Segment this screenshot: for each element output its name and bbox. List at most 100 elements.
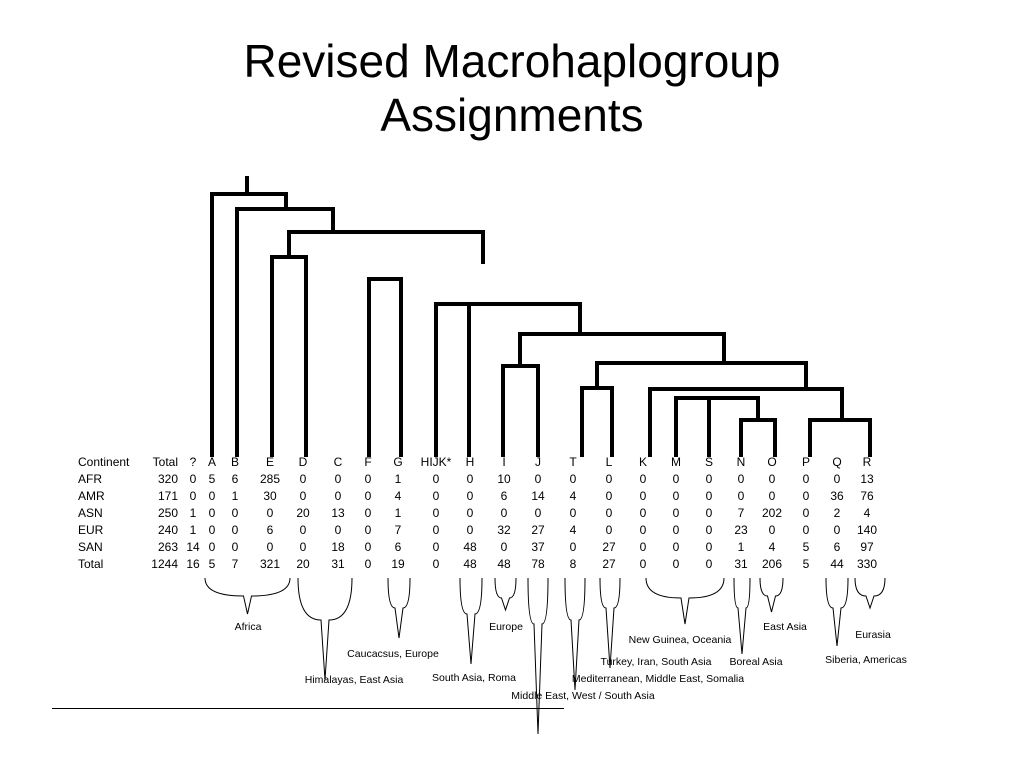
table-cell: 0	[672, 506, 680, 520]
region-label-eurasia: Eurasia	[855, 629, 891, 641]
table-cell: 6	[394, 540, 402, 554]
table-cell: 0	[802, 506, 810, 520]
table-cell: 0	[833, 523, 841, 537]
table-cell: 0	[231, 540, 239, 554]
table-cell: 6	[833, 540, 841, 554]
table-cell: 0	[705, 557, 713, 571]
region-bracket-eurasia	[854, 577, 886, 610]
table-cell: 0	[208, 523, 216, 537]
table-cell: 0	[189, 472, 197, 486]
table-cell: 0	[768, 472, 776, 486]
table-cell: 0	[833, 472, 841, 486]
table-cell: 0	[266, 540, 274, 554]
table-cell: 1	[189, 506, 197, 520]
table-cell: 48	[463, 557, 477, 571]
table-cell: 206	[761, 557, 783, 571]
table-header-cell: B	[230, 455, 240, 469]
region-label-boreal: Boreal Asia	[729, 656, 783, 668]
table-cell: 0	[466, 523, 474, 537]
table-cell: 44	[830, 557, 844, 571]
region-label-south-asia: South Asia, Roma	[431, 672, 517, 684]
region-label-east-asia: East Asia	[763, 621, 807, 633]
table-cell: 263	[157, 540, 178, 554]
region-bracket-new-guinea	[645, 577, 725, 625]
table-cell: 0	[364, 506, 372, 520]
table-cell: 0	[466, 472, 474, 486]
table-cell: 0	[639, 557, 647, 571]
table-cell: 0	[672, 523, 680, 537]
page-title: Revised Macrohaplogroup Assignments	[0, 34, 1024, 142]
table-cell: 0	[299, 523, 307, 537]
table-cell: 0	[605, 523, 613, 537]
table-cell: 5	[802, 540, 810, 554]
table-cell: 4	[569, 489, 577, 503]
row-label: EUR	[78, 523, 104, 537]
table-header-cell: O	[767, 455, 777, 469]
region-bracket-turkey	[564, 577, 586, 691]
table-cell: 4	[569, 523, 577, 537]
table-cell: 97	[860, 540, 874, 554]
region-bracket-africa	[204, 577, 291, 615]
table-header-cell: F	[364, 455, 372, 469]
table-header-cell: I	[502, 455, 506, 469]
table-cell: 0	[639, 489, 647, 503]
table-cell: 5	[208, 472, 216, 486]
table-header-cell: N	[736, 455, 746, 469]
region-bracket-south-asia	[459, 577, 483, 665]
row-label: SAN	[78, 540, 103, 554]
table-header-cell: S	[704, 455, 714, 469]
table-cell: 1	[737, 540, 745, 554]
table-header-cell: P	[801, 455, 811, 469]
table-cell: 36	[830, 489, 844, 503]
table-cell: 0	[639, 540, 647, 554]
table-cell: 13	[860, 472, 874, 486]
region-label-new-guinea: New Guinea, Oceania	[628, 634, 732, 646]
table-header-cell: E	[265, 455, 275, 469]
table-cell: 0	[705, 523, 713, 537]
table-cell: 321	[259, 557, 281, 571]
table-cell: 10	[497, 472, 511, 486]
table-header-cell: T	[569, 455, 577, 469]
divider-line	[52, 708, 564, 709]
table-cell: 32	[497, 523, 511, 537]
table-cell: 0	[569, 506, 577, 520]
row-label: AFR	[78, 472, 102, 486]
table-cell: 0	[334, 472, 342, 486]
region-label-caucasus: Caucacsus, Europe	[347, 648, 439, 660]
table-cell: 0	[768, 489, 776, 503]
table-cell: 30	[263, 489, 277, 503]
table-cell: 250	[157, 506, 178, 520]
row-label: AMR	[78, 489, 105, 503]
region-bracket-siberia	[825, 577, 849, 647]
table-cell: 0	[334, 489, 342, 503]
table-cell: 0	[299, 489, 307, 503]
region-label-siberia: Siberia, Americas	[825, 654, 907, 666]
region-bracket-middle-east	[527, 577, 549, 735]
region-label-turkey: Turkey, Iran, South Asia	[600, 656, 712, 668]
table-cell: 0	[802, 489, 810, 503]
table-cell: 48	[463, 540, 477, 554]
table-header-cell: K	[638, 455, 648, 469]
table-cell: 0	[334, 523, 342, 537]
table-cell: 7	[231, 557, 239, 571]
table-header-cell: C	[333, 455, 343, 469]
table-cell: 0	[432, 540, 440, 554]
table-cell: 320	[157, 472, 178, 486]
table-cell: 18	[331, 540, 345, 554]
table-cell: 0	[364, 472, 372, 486]
table-cell: 0	[364, 557, 372, 571]
table-cell: 0	[432, 489, 440, 503]
table-header-cell: D	[298, 455, 308, 469]
table-cell: 0	[466, 489, 474, 503]
table-cell: 0	[605, 489, 613, 503]
table-cell: 20	[296, 506, 310, 520]
table-cell: 23	[734, 523, 748, 537]
table-cell: 0	[605, 472, 613, 486]
table-cell: 6	[231, 472, 239, 486]
row-label: Total	[78, 557, 104, 571]
table-cell: 4	[768, 540, 776, 554]
table-cell: 4	[863, 506, 871, 520]
table-cell: 8	[569, 557, 577, 571]
table-cell: 0	[534, 472, 542, 486]
